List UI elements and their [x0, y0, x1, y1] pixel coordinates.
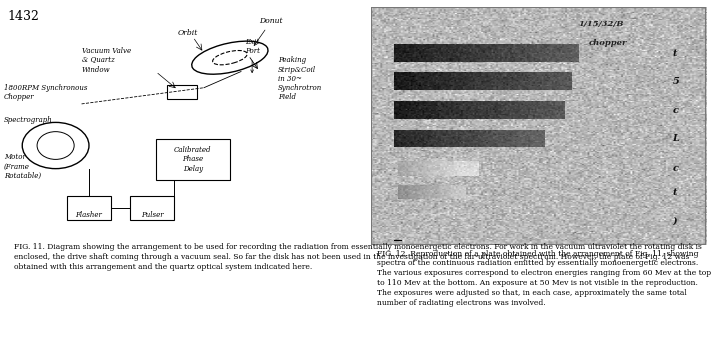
Text: Spectrograph: Spectrograph: [4, 116, 53, 124]
Text: Flasher: Flasher: [76, 211, 103, 219]
Bar: [67, 197, 111, 220]
Text: L: L: [672, 134, 679, 143]
Text: Vacuum Valve
& Quartz
Window: Vacuum Valve & Quartz Window: [81, 47, 130, 73]
Text: ): ): [672, 217, 677, 225]
Text: t: t: [672, 49, 677, 58]
Text: Donut: Donut: [254, 17, 283, 46]
Text: Exit
Port: Exit Port: [245, 38, 260, 73]
Text: Pulser: Pulser: [140, 211, 163, 219]
Text: Orbit: Orbit: [178, 29, 198, 36]
Text: 1432: 1432: [7, 10, 39, 23]
Bar: [130, 197, 174, 220]
Text: FIG. 11. Diagram showing the arrangement to be used for recording the radiation : FIG. 11. Diagram showing the arrangement…: [14, 243, 702, 271]
Text: Peaking
Strip&Coil
in 30~
Synchrotron
Field: Peaking Strip&Coil in 30~ Synchrotron Fi…: [278, 56, 322, 101]
Text: 5: 5: [672, 77, 679, 86]
Text: 1/15/32/B: 1/15/32/B: [578, 20, 624, 28]
Text: Calibrated
Phase
Delay: Calibrated Phase Delay: [174, 146, 212, 173]
Text: 1800RPM Synchronous
Chopper: 1800RPM Synchronous Chopper: [4, 84, 87, 101]
Text: Motor
(Frame
Rotatable): Motor (Frame Rotatable): [4, 153, 41, 180]
Text: c: c: [672, 106, 678, 115]
Text: c: c: [672, 164, 678, 173]
Bar: [167, 85, 197, 99]
Text: FIG. 12. Reproduction of a plate obtained with the arrangement of Fig. 11, showi: FIG. 12. Reproduction of a plate obtaine…: [377, 250, 712, 307]
Text: chopper: chopper: [589, 39, 627, 47]
Bar: [155, 139, 230, 180]
Text: t: t: [672, 188, 677, 197]
